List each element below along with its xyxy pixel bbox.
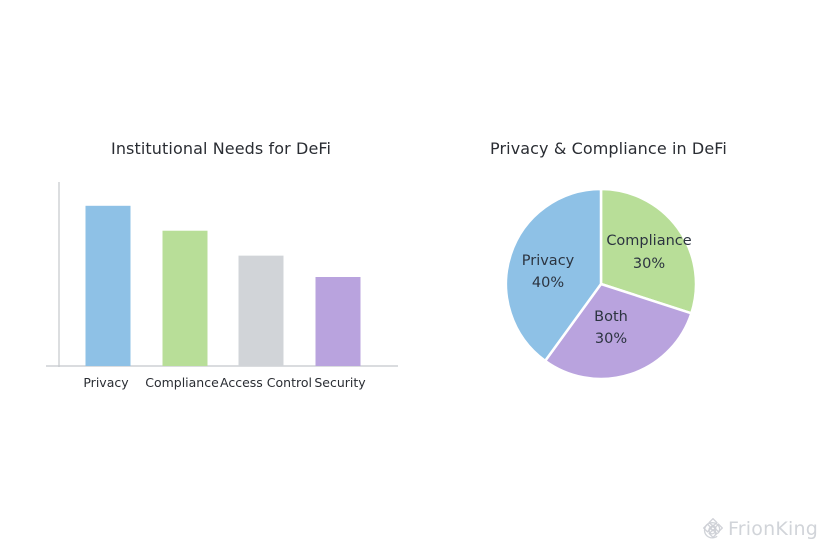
bar-privacy [85, 205, 131, 366]
pie-value-label-compliance: 30% [633, 256, 665, 272]
pie-label-privacy: Privacy [522, 253, 575, 269]
watermark: @ FrionKing [702, 518, 818, 540]
pie-labels: Compliance 30% Both 30% Privacy 40% [522, 233, 692, 347]
x-tick-label-compliance: Compliance [145, 375, 219, 390]
pie-slice-compliance [599, 187, 698, 315]
bar-access-control [238, 255, 284, 366]
pie-value-label-both: 30% [595, 331, 627, 347]
bar-series [85, 205, 361, 366]
bar-chart-title: Institutional Needs for DeFi [111, 139, 332, 158]
pie-label-compliance: Compliance [606, 233, 691, 249]
binance-logo-icon [702, 518, 723, 538]
x-tick-label-privacy: Privacy [83, 375, 129, 390]
bar-security [315, 277, 361, 366]
pie-label-both: Both [594, 309, 628, 325]
x-tick-label-security: Security [314, 375, 366, 390]
watermark-text: @ FrionKing [702, 518, 818, 540]
pie-slice-privacy [504, 187, 603, 363]
pie-slice-both [543, 282, 693, 381]
bar-compliance [162, 230, 208, 366]
x-tick-label-access-control: Access Control [220, 375, 312, 390]
pie-slices [504, 187, 698, 381]
pie-chart-title: Privacy & Compliance in DeFi [490, 139, 727, 158]
pie-value-label-privacy: 40% [532, 275, 564, 291]
